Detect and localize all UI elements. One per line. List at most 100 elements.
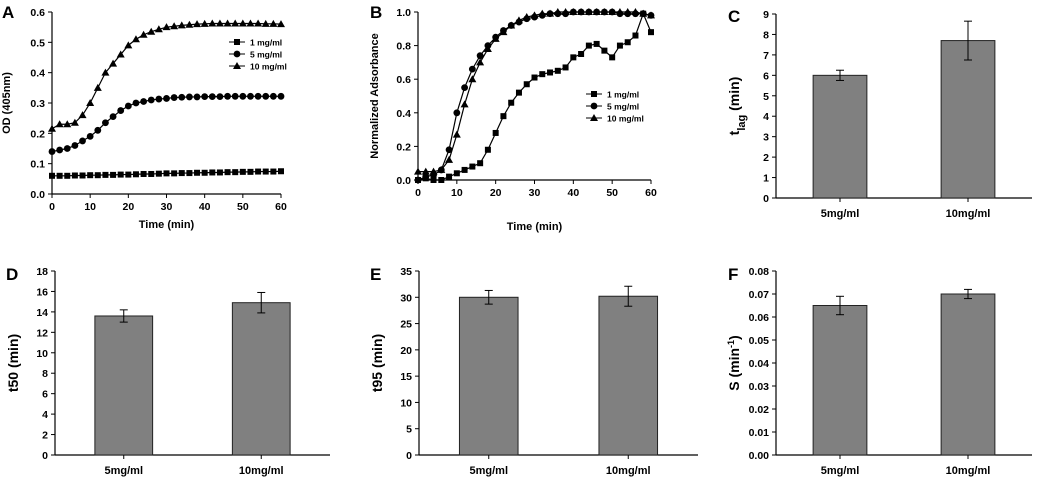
legend-marker: [590, 102, 598, 110]
y-tick-label: 6: [42, 389, 48, 401]
data-point: [553, 8, 562, 15]
data-point: [163, 95, 170, 102]
data-point: [624, 39, 631, 46]
data-point: [193, 93, 201, 101]
data-point: [499, 28, 508, 36]
category-label: 10mg/ml: [946, 465, 991, 477]
data-point: [79, 137, 86, 145]
data-point: [140, 98, 148, 105]
y-tick-label: 16: [36, 286, 48, 298]
x-tick-label: 20: [122, 201, 134, 213]
bar-0: [812, 305, 868, 456]
data-point: [483, 44, 492, 52]
y-axis-label: OD (405nm): [1, 72, 13, 134]
panel-label: B: [370, 3, 382, 22]
y-tick-label: 4: [763, 111, 769, 123]
data-point: [55, 120, 64, 128]
data-point: [201, 93, 209, 101]
y-tick-label: 0.01: [749, 427, 770, 439]
legend-marker: [591, 91, 597, 97]
y-tick-label: 0.6: [30, 7, 45, 19]
data-point: [445, 155, 454, 163]
data-point: [414, 167, 422, 175]
data-point: [208, 93, 216, 101]
panel-label: F: [728, 265, 738, 284]
data-point: [477, 160, 484, 167]
legend-label: 1 mg/ml: [250, 38, 282, 48]
x-tick-label: 40: [567, 187, 579, 199]
data-point: [277, 92, 285, 100]
data-point: [492, 129, 499, 136]
data-point: [154, 25, 163, 33]
panel-f: F 0.00 0.01 0.02 0.03 0.04 0.05 0.06 0.07 0.08 5mg…: [726, 265, 1032, 477]
x-tick-label: 0: [49, 201, 55, 213]
data-point: [577, 8, 586, 15]
data-point: [429, 167, 438, 175]
legend-label: 5 mg/ml: [250, 50, 282, 60]
y-tick-label: 0: [406, 450, 412, 462]
y-axis-label-main: t: [726, 130, 742, 135]
y-tick-label: 0.4: [396, 108, 411, 120]
data-point: [216, 169, 223, 176]
y-tick-label: 0.0: [396, 175, 411, 187]
y-tick-label: 1.0: [396, 7, 411, 19]
category-label: 5mg/ml: [104, 465, 143, 477]
data-point: [125, 171, 132, 178]
data-point: [547, 69, 554, 76]
bar-1: [231, 302, 291, 456]
data-point: [147, 96, 155, 104]
y-tick-label: 0.8: [396, 41, 411, 53]
legend-label: 1 mg/ml: [607, 90, 639, 100]
y-axis-label-suffix: ): [726, 335, 742, 340]
y-tick-label: 0.4: [30, 68, 45, 80]
y-axis-label-sub: lag: [736, 115, 748, 131]
data-point: [246, 19, 255, 27]
data-point: [177, 21, 186, 29]
y-tick-label: 0.2: [30, 128, 45, 140]
data-point: [193, 20, 202, 28]
data-point: [101, 68, 110, 76]
data-point: [94, 172, 101, 179]
data-point: [255, 168, 262, 175]
data-point: [231, 92, 239, 100]
x-tick-label: 30: [529, 187, 541, 199]
data-point: [570, 54, 577, 61]
series-line-1: [51, 95, 281, 153]
y-tick-label: 3: [763, 132, 769, 144]
data-point: [87, 172, 94, 179]
data-point: [453, 109, 461, 117]
data-point: [224, 169, 231, 176]
y-axis-label: t95 (min): [369, 334, 385, 392]
data-point: [262, 92, 270, 100]
data-point: [71, 172, 78, 179]
data-point: [247, 92, 254, 100]
y-tick-label: 0.07: [749, 289, 770, 301]
x-axis-label: Time (min): [139, 219, 195, 231]
data-point: [117, 107, 125, 114]
data-point: [64, 172, 71, 179]
data-point: [515, 89, 522, 96]
y-axis-label-main: t50 (min): [5, 334, 21, 392]
y-tick-label: 0.6: [396, 74, 411, 86]
y-axis-label-main: S (min: [726, 348, 742, 391]
y-axis-label-suffix: (min): [726, 77, 742, 115]
data-point: [63, 145, 71, 152]
data-point: [530, 11, 539, 19]
data-point: [452, 130, 461, 138]
y-tick-label: 0.08: [749, 266, 770, 278]
data-point: [124, 41, 133, 49]
y-tick-label: 25: [400, 319, 412, 331]
data-point: [437, 165, 446, 173]
y-tick-label: 1: [763, 173, 769, 185]
data-point: [514, 16, 523, 24]
data-point: [469, 163, 476, 170]
data-point: [554, 67, 561, 74]
data-point: [109, 59, 118, 67]
data-point: [209, 169, 216, 176]
data-point: [200, 19, 209, 27]
y-tick-label: 0.3: [30, 98, 45, 110]
y-axis-label: tlag (min): [726, 77, 748, 136]
data-point: [132, 99, 140, 107]
data-point: [461, 84, 468, 91]
data-point: [201, 169, 208, 176]
